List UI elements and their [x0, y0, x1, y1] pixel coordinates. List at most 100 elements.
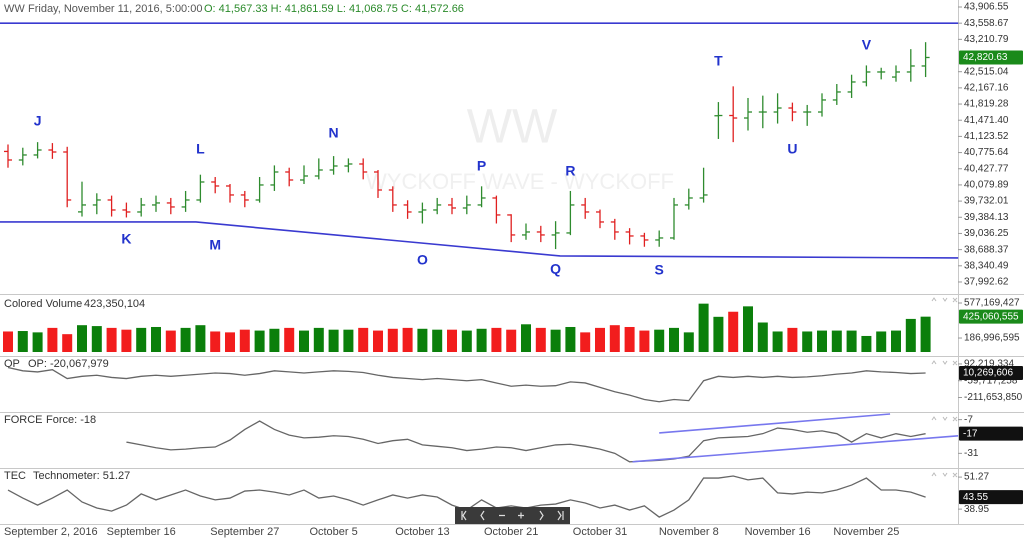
volume-bar — [683, 332, 694, 352]
watermark: WW — [467, 101, 558, 154]
wave-label: N — [329, 125, 339, 141]
y-tick-label: 41,123.52 — [964, 131, 1009, 142]
x-tick-label: September 16 — [107, 526, 176, 538]
y-tick-label: 92,219,334 — [964, 359, 1014, 370]
volume-bar — [550, 329, 561, 352]
volume-bar — [106, 327, 117, 352]
pane-readout: Technometer: 51.27 — [33, 470, 130, 482]
wave-label: S — [655, 262, 664, 278]
toolbar-buttons[interactable] — [461, 510, 564, 521]
y-tick-label: -7 — [964, 414, 973, 425]
volume-bar — [239, 329, 250, 352]
volume-bar — [831, 330, 842, 352]
wave-label: K — [121, 231, 131, 247]
volume-bar — [698, 303, 709, 352]
pane-icons[interactable] — [931, 297, 958, 303]
y-tick-label: 41,471.40 — [964, 115, 1009, 126]
ohlc-readout: O: 41,567.33 H: 41,861.59 L: 41,068.75 C… — [204, 3, 464, 15]
wave-label: Q — [550, 261, 561, 277]
y-tick-label: 38,340.49 — [964, 260, 1009, 271]
volume-bar — [728, 311, 739, 352]
volume-bar — [461, 330, 472, 352]
volume-bar — [535, 327, 546, 352]
pane-readout: 423,350,104 — [84, 298, 145, 310]
wave-label: M — [209, 237, 221, 253]
bar-datetime: Friday, November 11, 2016, 5:00:00 — [28, 3, 202, 15]
volume-bar — [328, 329, 339, 352]
last-value-label: -17 — [963, 428, 978, 439]
y-tick-label: 39,732.01 — [964, 196, 1009, 207]
pane-icons[interactable] — [931, 360, 958, 366]
last-value-tag — [959, 309, 1023, 324]
last-value-label: 42,820.63 — [963, 52, 1008, 63]
y-tick-label: -31 — [964, 448, 979, 459]
volume-bar — [639, 330, 650, 352]
y-tick-label: 39,384.13 — [964, 212, 1009, 223]
volume-bar — [313, 327, 324, 352]
volume-bar — [787, 327, 798, 352]
last-value-label: 425,060,555 — [963, 311, 1019, 322]
last-value-label: 10,269,606 — [963, 368, 1013, 379]
pane-controls — [931, 297, 958, 478]
y-tick-label: 186,996,595 — [964, 333, 1020, 344]
volume-bar — [402, 327, 413, 352]
volume-bar — [817, 330, 827, 352]
pane-readout: Force: -18 — [46, 414, 96, 426]
y-tick-label: 577,169,427 — [964, 298, 1020, 309]
y-tick-label: 38.95 — [964, 504, 989, 515]
volume-bar — [565, 326, 576, 352]
volume-bar — [77, 325, 87, 352]
volume-bar — [609, 325, 620, 352]
volume-bar — [299, 330, 309, 352]
volume-bar — [387, 328, 398, 352]
x-tick-label: October 13 — [395, 526, 449, 538]
volume-bar — [757, 322, 768, 352]
volume-bar — [62, 334, 73, 352]
volume-bar — [861, 335, 872, 352]
pane-title: FORCE — [4, 414, 43, 426]
y-tick-label: 51.27 — [964, 472, 989, 483]
pane-title: OP — [4, 358, 20, 370]
volume-bar — [210, 331, 221, 352]
volume-bar — [506, 329, 517, 352]
pane-icons[interactable] — [931, 472, 958, 478]
volume-bar — [580, 332, 591, 352]
navigation-toolbar — [455, 507, 570, 524]
x-tick-label: November 25 — [833, 526, 899, 538]
volume-bar — [713, 316, 724, 352]
volume-bar — [91, 326, 102, 352]
last-value-tag — [959, 365, 1023, 380]
volume-bar — [32, 332, 43, 352]
y-tick-label: 43,558.67 — [964, 18, 1009, 29]
pane-icons[interactable] — [931, 416, 958, 422]
y-tick-label: 39,036.25 — [964, 228, 1009, 239]
toolbar-bg — [455, 507, 570, 524]
volume-bar — [17, 331, 28, 352]
y-tick-label: 38,688.37 — [964, 244, 1009, 255]
y-tick-label: 40,427.77 — [964, 163, 1009, 174]
volume-bar — [891, 330, 901, 352]
volume-bar — [165, 330, 176, 352]
volume-bar — [920, 316, 931, 352]
volume-bar — [846, 330, 857, 352]
y-tick-label: 40,079.89 — [964, 180, 1009, 191]
volume-bar — [595, 327, 605, 352]
x-tick-label: November 16 — [745, 526, 811, 538]
volume-bar — [121, 329, 132, 352]
volume-bar — [743, 306, 753, 352]
pane-title: Colored Volume — [4, 298, 82, 310]
y-tick-label: -211,653,850 — [964, 392, 1023, 403]
volume-bar — [180, 327, 191, 352]
x-tick-label: October 21 — [484, 526, 538, 538]
y-tick-label: 43,906.55 — [964, 2, 1009, 13]
volume-bar — [802, 331, 813, 352]
wave-label: J — [34, 113, 42, 129]
volume-bar — [343, 329, 354, 352]
y-tick-label: -59,717,258 — [964, 375, 1018, 386]
volume-bar — [417, 328, 428, 352]
volume-bar — [254, 330, 265, 352]
y-tick-label: 42,167.16 — [964, 83, 1009, 94]
last-value-tag — [959, 50, 1023, 65]
